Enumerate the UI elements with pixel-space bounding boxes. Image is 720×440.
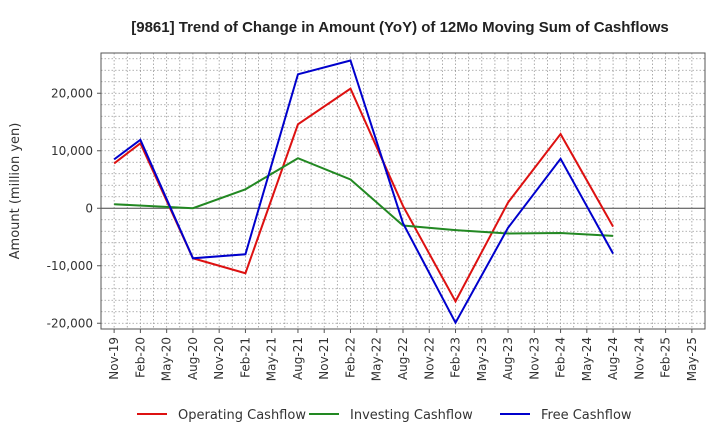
y-tick-label: -20,000 (47, 316, 93, 330)
x-tick-label: Nov-21 (317, 337, 331, 380)
x-tick-label: Feb-24 (554, 337, 568, 378)
chart-title: [9861] Trend of Change in Amount (YoY) o… (131, 19, 669, 36)
y-axis-label: Amount (million yen) (8, 123, 23, 260)
x-tick-label: May-22 (370, 337, 384, 381)
x-tick-label: Aug-24 (606, 337, 620, 380)
series-line-free-cashflow (113, 59, 614, 325)
x-tick-label: Aug-20 (186, 337, 200, 380)
x-tick-label: Feb-25 (659, 337, 673, 378)
x-tick-label: Feb-20 (133, 337, 147, 378)
legend-label: Free Cashflow (541, 408, 632, 423)
x-tick-label: May-23 (475, 337, 489, 381)
y-tick-label: 0 (85, 201, 93, 215)
x-tick-label: Nov-23 (527, 337, 541, 380)
legend-label: Investing Cashflow (350, 408, 473, 423)
x-tick-label: Feb-22 (343, 337, 357, 378)
x-tick-label: Nov-24 (632, 337, 646, 380)
x-tick-label: Aug-23 (501, 337, 515, 380)
x-tick-label: Aug-21 (291, 337, 305, 380)
series-line-investing-cashflow (114, 157, 614, 237)
legend: Operating Cashflow Investing Cashflow Free… (137, 408, 632, 423)
x-tick-label: Nov-20 (212, 337, 226, 380)
legend-label: Operating Cashflow (178, 408, 306, 423)
x-tick-label: May-25 (685, 337, 699, 381)
y-tick-label: 20,000 (51, 86, 93, 100)
x-tick-label: Aug-22 (396, 337, 410, 380)
y-axis: -20,000 -10,000 0 10,000 20,000 (47, 86, 101, 330)
x-tick-label: Nov-22 (422, 337, 436, 380)
y-tick-label: 10,000 (51, 144, 93, 158)
x-tick-label: May-20 (160, 337, 174, 381)
y-tick-label: -10,000 (47, 259, 93, 273)
x-tick-label: Feb-21 (238, 337, 252, 378)
x-tick-label: May-21 (265, 337, 279, 381)
grid (101, 53, 705, 329)
x-tick-label: Nov-19 (107, 337, 121, 380)
series-layer (113, 59, 614, 325)
x-axis: Nov-19 Feb-20 May-20 Aug-20 Nov-20 Feb-21 May-… (107, 329, 699, 381)
x-tick-label: May-24 (580, 337, 594, 381)
x-tick-label: Feb-23 (449, 337, 463, 378)
